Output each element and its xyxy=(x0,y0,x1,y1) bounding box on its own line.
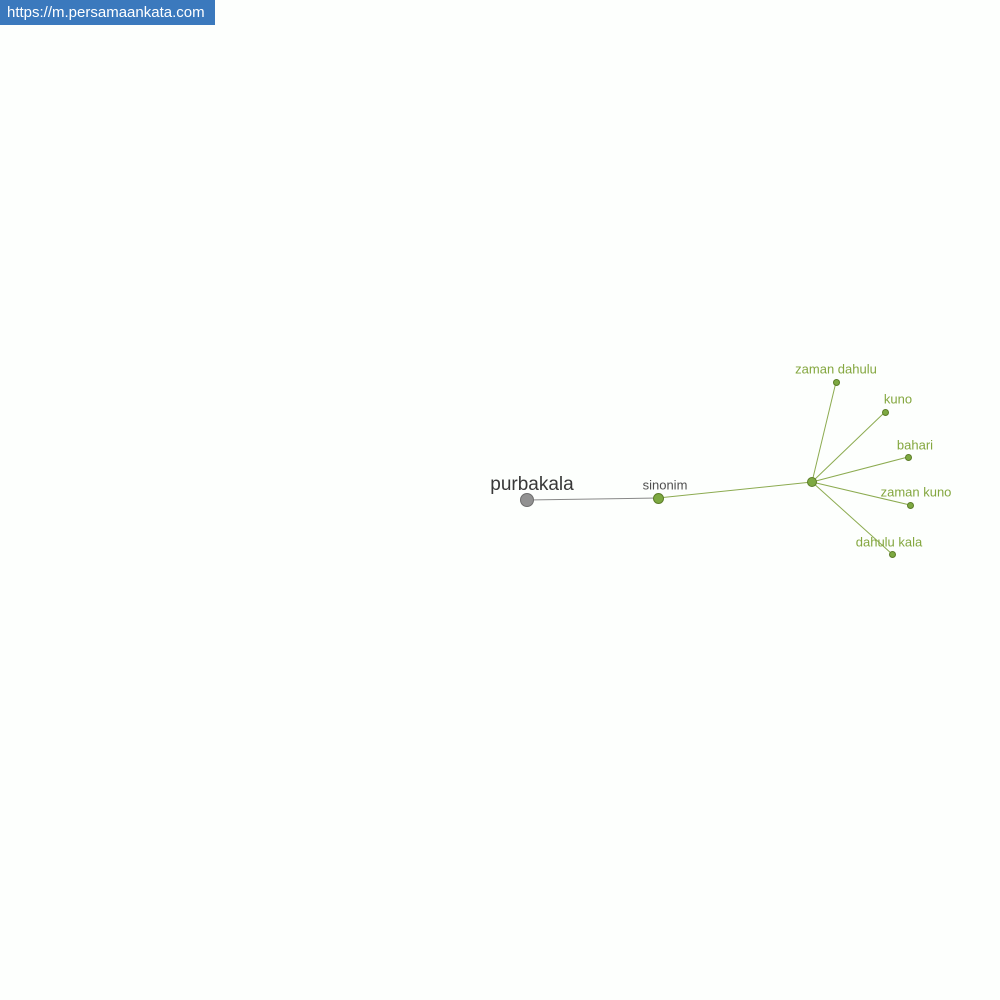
edge-hub-zaman-dahulu xyxy=(811,381,837,483)
edge-hub-bahari xyxy=(811,456,909,483)
node-purbakala[interactable] xyxy=(520,493,534,507)
url-badge: https://m.persamaankata.com xyxy=(0,0,215,25)
node-kuno[interactable] xyxy=(881,408,889,416)
node-zaman-dahulu[interactable] xyxy=(832,378,840,386)
edge-hub-zaman-kuno xyxy=(811,481,911,506)
node-label-sinonim[interactable]: sinonim xyxy=(642,477,688,493)
node-sinonim[interactable] xyxy=(652,492,664,504)
node-label-bahari[interactable]: bahari xyxy=(896,437,934,453)
node-label-kuno[interactable]: kuno xyxy=(883,391,913,407)
node-bahari[interactable] xyxy=(904,453,912,461)
edge-hub-kuno xyxy=(811,411,886,483)
node-label-zaman-kuno[interactable]: zaman kuno xyxy=(880,484,952,500)
node-label-dahulu-kala[interactable]: dahulu kala xyxy=(855,534,923,550)
node-zaman-kuno[interactable] xyxy=(906,501,914,509)
edge-purbakala-sinonim xyxy=(526,497,659,501)
edge-sinonim-hub xyxy=(657,481,813,499)
node-label-purbakala[interactable]: purbakala xyxy=(490,474,574,495)
edge-hub-dahulu-kala xyxy=(811,481,893,555)
node-hub[interactable] xyxy=(807,477,817,487)
node-dahulu-kala[interactable] xyxy=(888,550,896,558)
node-label-zaman-dahulu[interactable]: zaman dahulu xyxy=(795,361,877,377)
